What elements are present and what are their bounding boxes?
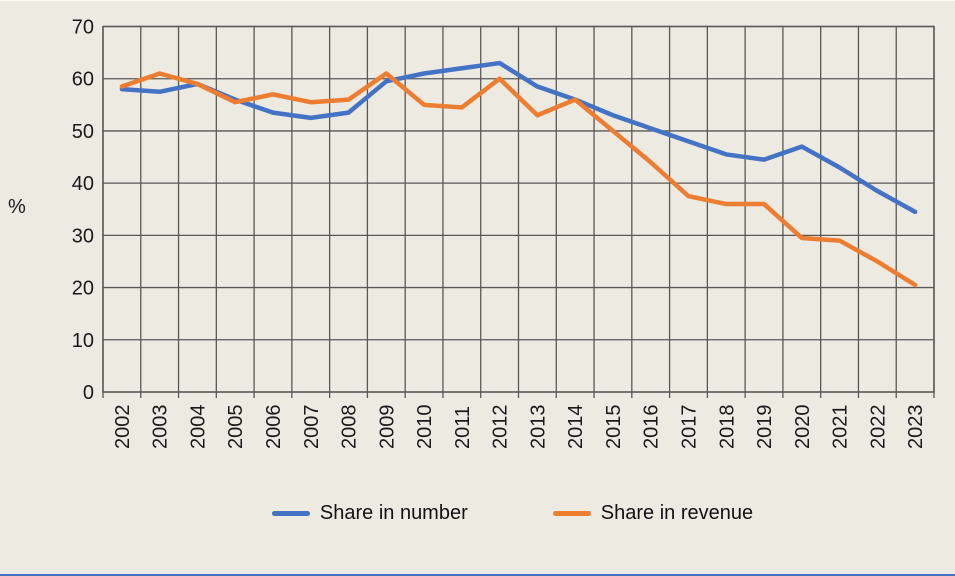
y-axis-tick-label: 50 [72, 121, 94, 143]
series-line-share-in-revenue [119, 71, 918, 288]
x-axis-tick-label: 2010 [414, 405, 436, 450]
y-axis-tick-label: 10 [72, 330, 94, 352]
x-axis-tick-label: 2004 [187, 405, 209, 450]
y-axis-tick-label: 70 [72, 17, 94, 39]
x-axis-tick-label: 2022 [867, 405, 889, 450]
y-axis-tick-label: 20 [72, 278, 94, 300]
x-axis-tick-label: 2014 [565, 405, 587, 450]
y-axis-tick-label: 60 [72, 69, 94, 91]
legend-item-share-in-revenue: Share in revenue [552, 502, 754, 525]
x-axis-tick-label: 2021 [830, 405, 852, 450]
y-axis-tick-label: 40 [72, 173, 94, 195]
x-axis-tick-label: 2003 [150, 405, 172, 450]
legend-label-share-in-revenue: Share in revenue [600, 502, 754, 524]
x-axis-tick-label: 2016 [641, 405, 663, 450]
x-axis-tick-label: 2011 [452, 406, 474, 449]
x-axis-tick-label: 2017 [678, 405, 700, 450]
series-line-share-in-number [119, 60, 918, 215]
x-axis-tick-label: 2005 [225, 405, 247, 450]
x-axis-tick-label: 2006 [263, 405, 285, 450]
line-chart: 0 10 20 30 40 50 60 70 2002 2003 2004 2005 2006 2007 2… [72, 17, 935, 450]
legend-label-share-in-number: Share in number [319, 502, 468, 524]
x-axis-tick-label: 2013 [527, 405, 549, 450]
x-axis-tick-label: 2007 [301, 405, 323, 450]
y-axis-tick-label: 30 [72, 225, 94, 247]
x-axis-tick-label: 2002 [112, 405, 134, 450]
x-axis-tick-label: 2015 [603, 405, 625, 450]
legend-line-swatch-orange [552, 511, 591, 516]
plot-border [102, 25, 935, 393]
y-axis-unit-label: % [8, 196, 26, 218]
y-axis-tick-label: 0 [83, 382, 94, 404]
x-axis-tick-label: 2018 [716, 405, 738, 450]
x-axis-tick-label: 2012 [490, 405, 512, 450]
x-axis-tick-label: 2020 [792, 405, 814, 450]
legend: Share in number Share in revenue [35, 502, 955, 525]
x-axis-tick-label: 2023 [905, 405, 927, 450]
x-axis-tick-label: 2009 [376, 405, 398, 450]
x-axis-tick-label: 2008 [339, 405, 361, 450]
legend-line-swatch-blue [271, 511, 310, 516]
legend-item-share-in-number: Share in number [271, 502, 468, 525]
x-axis-tick-label: 2019 [754, 405, 776, 450]
